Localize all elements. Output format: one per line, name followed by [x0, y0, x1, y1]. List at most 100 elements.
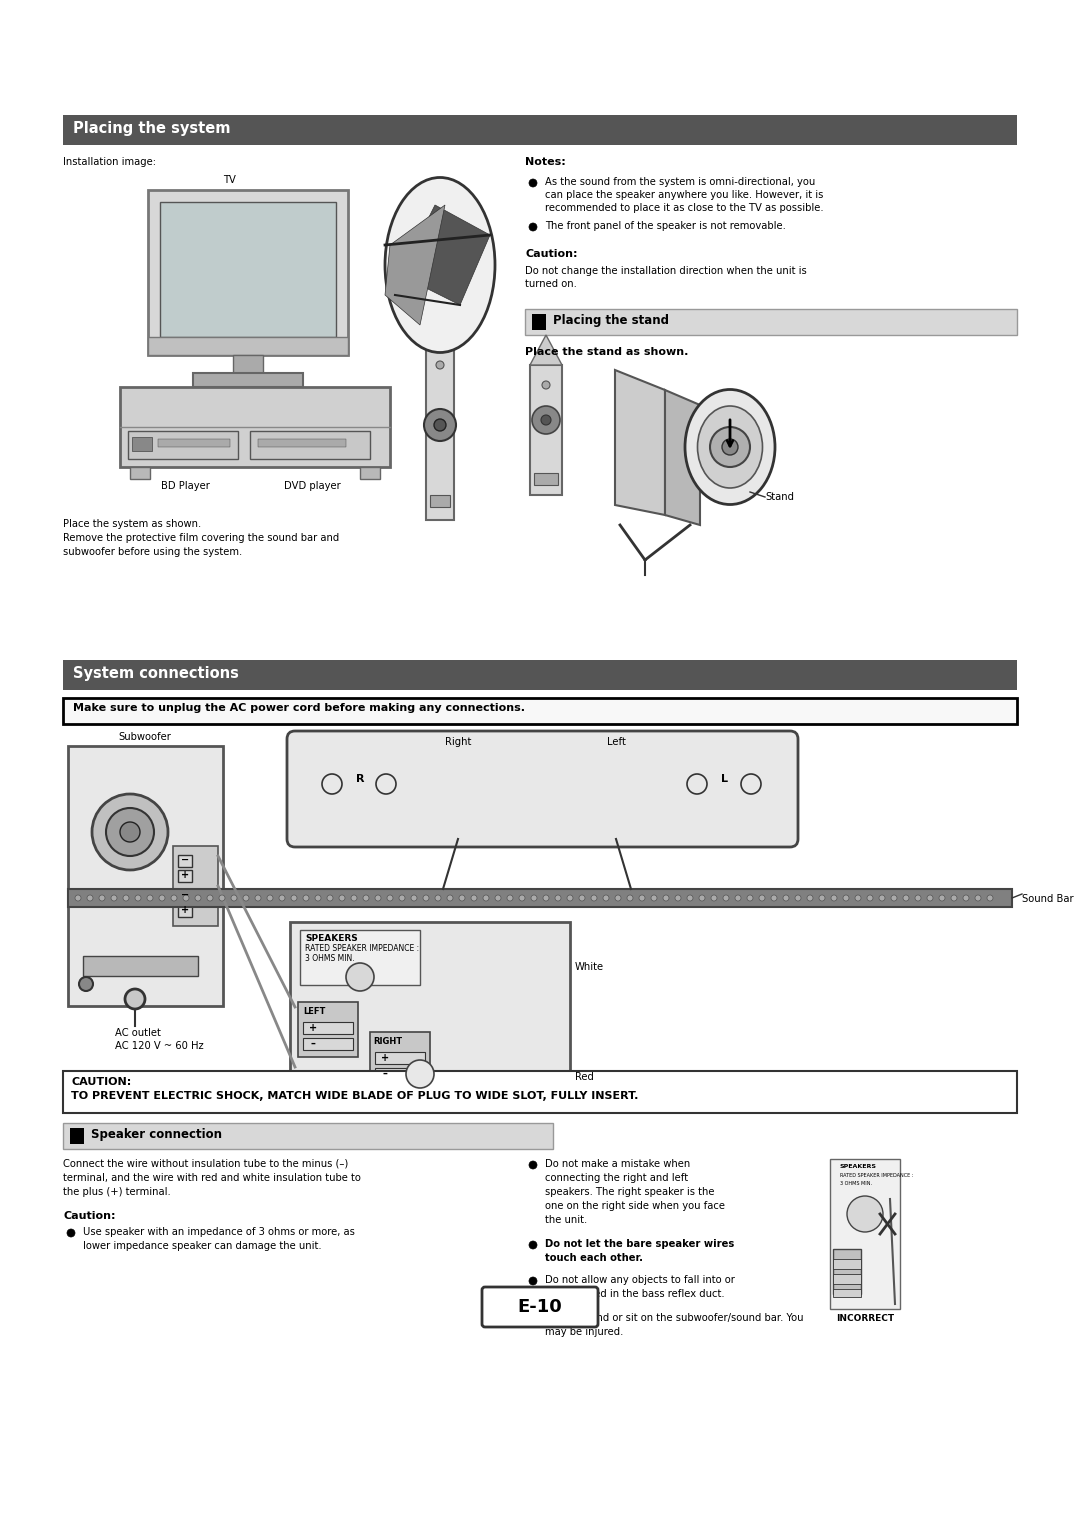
Text: −: −	[181, 855, 189, 864]
Circle shape	[387, 895, 393, 901]
Circle shape	[75, 895, 81, 901]
Bar	[831, 1159, 900, 1309]
Text: the plus (+) terminal.: the plus (+) terminal.	[63, 1186, 171, 1197]
Bar	[303, 1022, 353, 1034]
Circle shape	[710, 428, 750, 467]
Bar	[525, 308, 1017, 334]
Circle shape	[411, 895, 417, 901]
Circle shape	[434, 418, 446, 431]
Circle shape	[67, 1229, 75, 1237]
Bar	[68, 889, 1012, 907]
Circle shape	[951, 895, 957, 901]
Text: TO PREVENT ELECTRIC SHOCK, MATCH WIDE BLADE OF PLUG TO WIDE SLOT, FULLY INSERT.: TO PREVENT ELECTRIC SHOCK, MATCH WIDE BL…	[71, 1090, 638, 1101]
Bar	[178, 870, 192, 883]
Bar	[375, 1052, 426, 1064]
Circle shape	[541, 415, 551, 425]
Circle shape	[603, 895, 609, 901]
Bar	[532, 315, 546, 330]
Bar	[83, 956, 198, 976]
Text: +: +	[181, 870, 189, 880]
Circle shape	[406, 1060, 434, 1089]
Bar	[130, 467, 150, 479]
Text: LEFT: LEFT	[303, 1006, 325, 1015]
Circle shape	[627, 895, 633, 901]
Polygon shape	[384, 205, 445, 325]
Circle shape	[771, 895, 777, 901]
Bar	[430, 495, 450, 507]
Bar	[833, 1249, 861, 1293]
Text: touch each other.: touch each other.	[545, 1254, 643, 1263]
Circle shape	[741, 774, 761, 794]
Text: speakers. The right speaker is the: speakers. The right speaker is the	[545, 1186, 715, 1197]
Circle shape	[543, 895, 549, 901]
Circle shape	[783, 895, 789, 901]
Text: System connections: System connections	[73, 666, 239, 681]
Circle shape	[183, 895, 189, 901]
Circle shape	[159, 895, 165, 901]
Text: RATED SPEAKER IMPEDANCE :: RATED SPEAKER IMPEDANCE :	[305, 944, 419, 953]
Circle shape	[723, 895, 729, 901]
Text: TV: TV	[224, 176, 237, 185]
Text: lower impedance speaker can damage the unit.: lower impedance speaker can damage the u…	[83, 1241, 322, 1251]
Circle shape	[92, 794, 168, 870]
Circle shape	[711, 895, 717, 901]
Bar	[132, 437, 152, 450]
Circle shape	[106, 808, 154, 857]
Polygon shape	[400, 205, 490, 305]
Circle shape	[939, 895, 945, 901]
Circle shape	[735, 895, 741, 901]
Circle shape	[471, 895, 477, 901]
Bar	[178, 906, 192, 918]
Bar	[160, 202, 336, 337]
Circle shape	[279, 895, 285, 901]
Text: can place the speaker anywhere you like. However, it is: can place the speaker anywhere you like.…	[545, 189, 823, 200]
Circle shape	[529, 1315, 537, 1322]
Text: Placing the stand: Placing the stand	[553, 315, 669, 327]
Bar	[70, 1128, 84, 1144]
Text: –: –	[311, 1038, 315, 1049]
Polygon shape	[665, 389, 700, 525]
Circle shape	[303, 895, 309, 901]
Circle shape	[879, 895, 885, 901]
Text: L: L	[721, 774, 729, 783]
Circle shape	[376, 774, 396, 794]
Text: Make sure to unplug the AC power cord before making any connections.: Make sure to unplug the AC power cord be…	[73, 702, 525, 713]
Circle shape	[855, 895, 861, 901]
Text: Caution:: Caution:	[63, 1211, 116, 1222]
Circle shape	[219, 895, 225, 901]
Circle shape	[495, 895, 501, 901]
Circle shape	[699, 895, 705, 901]
Circle shape	[125, 989, 145, 1009]
Bar	[249, 431, 370, 460]
Bar	[303, 1038, 353, 1051]
Circle shape	[591, 895, 597, 901]
Text: E-10: E-10	[517, 1298, 563, 1316]
Circle shape	[195, 895, 201, 901]
Text: Do not stand or sit on the subwoofer/sound bar. You: Do not stand or sit on the subwoofer/sou…	[545, 1313, 804, 1322]
Text: subwoofer before using the system.: subwoofer before using the system.	[63, 547, 242, 557]
Text: +: +	[309, 1023, 318, 1032]
Bar	[68, 747, 222, 1006]
Text: may be injured.: may be injured.	[545, 1327, 623, 1338]
Text: Installation image:: Installation image:	[63, 157, 156, 166]
Circle shape	[291, 895, 297, 901]
Text: Right: Right	[445, 738, 472, 747]
Bar	[120, 386, 390, 467]
Text: Do not make a mistake when: Do not make a mistake when	[545, 1159, 690, 1170]
Bar	[63, 1122, 553, 1148]
Text: +: +	[181, 906, 189, 915]
Bar	[193, 373, 303, 386]
Circle shape	[346, 964, 374, 991]
Circle shape	[847, 1196, 883, 1232]
Circle shape	[542, 382, 550, 389]
Circle shape	[987, 895, 993, 901]
Circle shape	[459, 895, 465, 901]
FancyBboxPatch shape	[287, 731, 798, 847]
Circle shape	[529, 1277, 537, 1286]
Ellipse shape	[384, 177, 495, 353]
Bar	[298, 1002, 357, 1057]
Circle shape	[675, 895, 681, 901]
Circle shape	[322, 774, 342, 794]
Bar	[685, 762, 765, 806]
Text: Red: Red	[575, 1072, 594, 1083]
